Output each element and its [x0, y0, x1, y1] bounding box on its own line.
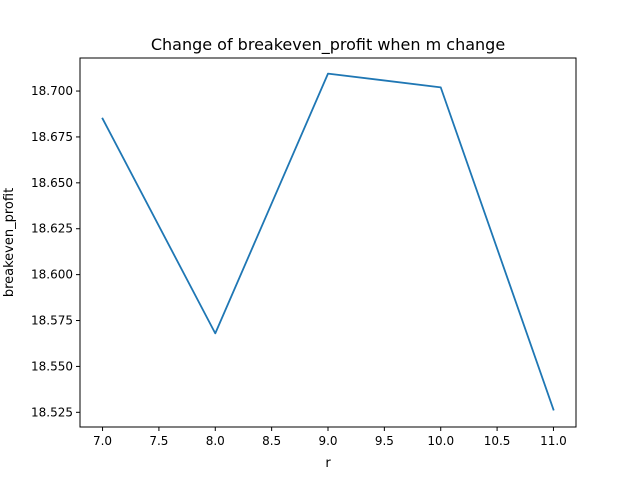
chart-title: Change of breakeven_profit when m change [151, 35, 505, 55]
y-tick-label: 18.625 [31, 222, 73, 236]
x-tick-label: 7.0 [93, 434, 112, 448]
x-tick-label: 7.5 [149, 434, 168, 448]
series-layer [101, 72, 555, 411]
y-tick-label: 18.600 [31, 268, 73, 282]
y-tick-label: 18.650 [31, 176, 73, 190]
x-tick-label: 8.0 [206, 434, 225, 448]
y-tick-label: 18.675 [31, 130, 73, 144]
y-tick-label: 18.700 [31, 84, 73, 98]
x-tick-label: 11.0 [540, 434, 567, 448]
x-tick-label: 9.0 [318, 434, 337, 448]
x-tick-label: 9.5 [375, 434, 394, 448]
x-axis-label: r [325, 456, 331, 471]
y-tick-label: 18.550 [31, 359, 73, 373]
y-tick-label: 18.525 [31, 405, 73, 419]
x-tick-label: 10.0 [427, 434, 454, 448]
plot-area: 7.0 7.5 8.0 8.5 9.0 9.5 10.0 10.5 11.0 18.52518.… [31, 57, 577, 448]
x-tick-label: 10.5 [484, 434, 511, 448]
y-axis: 18.525 18.550 18.575 18.600 18.625 18.650 18.6… [31, 84, 80, 419]
x-tick-label: 8.5 [262, 434, 281, 448]
x-axis: 7.0 7.5 8.0 8.5 9.0 9.5 10.0 10.5 11.0 [93, 427, 567, 448]
y-tick-label: 18.575 [31, 314, 73, 328]
y-axis-label: breakeven_profit [2, 188, 17, 297]
